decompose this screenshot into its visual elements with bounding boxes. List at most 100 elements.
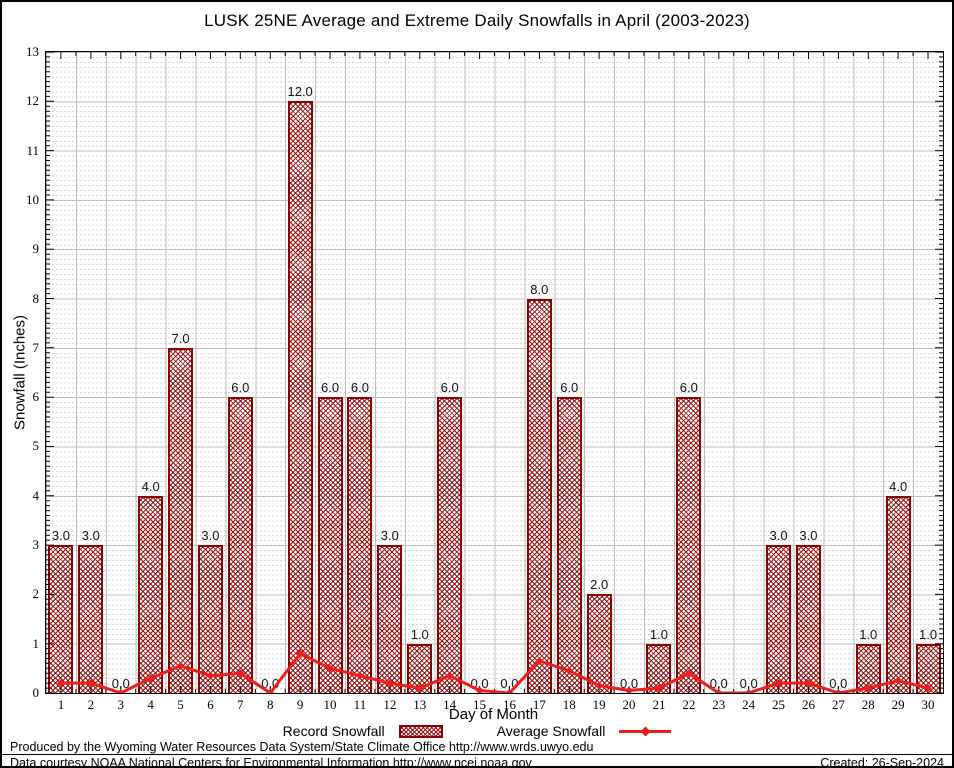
x-tick-label: 24 <box>742 697 756 712</box>
x-tick-label: 20 <box>622 697 636 712</box>
record-snowfall-bar <box>556 397 582 693</box>
y-tick-label: 7 <box>32 339 40 355</box>
footer-created-date: Created: 26-Sep-2024 <box>820 756 944 768</box>
x-tick-label: 17 <box>532 697 546 712</box>
x-tick-label: 13 <box>413 697 427 712</box>
bar-value-label: 3.0 <box>81 528 100 544</box>
record-snowfall-bar <box>795 545 821 693</box>
y-tick-label: 8 <box>32 290 40 306</box>
x-tick-label: 23 <box>712 697 726 712</box>
bar-value-label: 0.0 <box>739 676 758 691</box>
x-tick-label: 29 <box>891 697 905 712</box>
bar-value-label: 3.0 <box>799 528 818 544</box>
x-tick-label: 9 <box>296 697 304 712</box>
average-snowfall-line-layer <box>46 52 943 693</box>
bar-value-label: 8.0 <box>530 281 549 297</box>
legend-average-label: Average Snowfall <box>496 723 606 739</box>
x-tick-label: 15 <box>473 697 487 712</box>
legend-line-marker-icon <box>640 726 651 737</box>
bar-value-label: 0.0 <box>620 676 639 691</box>
record-snowfall-bar <box>646 643 672 693</box>
record-snowfall-bar <box>377 545 403 693</box>
bar-value-label: 1.0 <box>859 626 878 642</box>
bar-value-label: 2.0 <box>590 577 609 593</box>
x-tick-label: 3 <box>117 697 125 712</box>
y-tick-label: 2 <box>32 586 40 602</box>
bar-value-label: 4.0 <box>889 478 908 494</box>
y-tick-label: 13 <box>26 44 39 59</box>
record-snowfall-swatch-icon <box>398 724 443 738</box>
bar-value-label: 6.0 <box>350 380 369 396</box>
x-tick-label: 12 <box>383 697 397 712</box>
bar-value-label: 3.0 <box>51 528 70 544</box>
x-axis-label: Day of Month <box>448 706 539 723</box>
record-snowfall-bar <box>347 397 373 693</box>
x-tick-label: 21 <box>652 697 666 712</box>
record-snowfall-bar <box>676 397 702 693</box>
record-snowfall-bar <box>138 495 164 693</box>
x-tick-label: 16 <box>502 697 516 712</box>
y-tick-label: 10 <box>26 191 39 207</box>
footer-divider <box>2 754 952 755</box>
chart-legend: Record Snowfall Average Snowfall <box>2 723 952 739</box>
record-snowfall-bar <box>437 397 463 693</box>
record-snowfall-bar <box>407 643 433 693</box>
x-tick-label: 22 <box>682 697 696 712</box>
y-tick-label: 4 <box>32 487 40 503</box>
y-tick-label: 3 <box>32 537 40 553</box>
bar-value-label: 0.0 <box>111 676 130 691</box>
record-snowfall-bar <box>197 545 223 693</box>
axis-ticks <box>46 52 943 693</box>
bar-value-label: 6.0 <box>679 380 698 396</box>
bar-value-label: 6.0 <box>321 380 340 396</box>
bar-value-label: 3.0 <box>380 528 399 544</box>
x-tick-label: 11 <box>353 697 367 712</box>
y-tick-label: 5 <box>32 438 40 454</box>
x-tick-label: 27 <box>831 697 845 712</box>
chart-title: LUSK 25NE Average and Extreme Daily Snow… <box>204 11 750 30</box>
y-tick-label: 12 <box>26 93 39 109</box>
x-tick-label: 30 <box>921 697 935 712</box>
x-tick-label: 2 <box>87 697 95 712</box>
record-snowfall-bar <box>287 101 313 693</box>
x-tick-label: 5 <box>177 697 184 712</box>
bar-value-label: 1.0 <box>919 626 938 642</box>
x-tick-label: 14 <box>443 697 457 712</box>
x-tick-label: 8 <box>267 697 274 712</box>
x-tick-label: 1 <box>57 697 65 712</box>
x-tick-label: 28 <box>861 697 875 712</box>
x-tick-label: 4 <box>147 697 154 712</box>
average-snowfall-markers <box>56 649 933 693</box>
y-tick-label: 1 <box>32 635 40 651</box>
bar-value-label: 3.0 <box>201 528 220 544</box>
x-tick-label: 18 <box>562 697 576 712</box>
bar-value-label: 6.0 <box>440 380 459 396</box>
bar-value-label: 4.0 <box>141 478 160 494</box>
bar-value-label: 1.0 <box>410 626 429 642</box>
x-tick-label: 10 <box>323 697 337 712</box>
legend-record-label: Record Snowfall <box>282 723 385 739</box>
bar-value-label: 3.0 <box>769 528 788 544</box>
footer-data-courtesy: Data courtesy NOAA National Centers for … <box>10 756 532 768</box>
x-tick-label: 19 <box>592 697 606 712</box>
x-tick-label: 6 <box>207 697 214 712</box>
bar-value-label: 0.0 <box>709 676 728 691</box>
record-snowfall-bar <box>766 545 792 693</box>
record-snowfall-bar <box>227 397 253 693</box>
record-snowfall-bar <box>317 397 343 693</box>
x-tick-label: 25 <box>772 697 786 712</box>
y-tick-label: 11 <box>26 142 39 158</box>
y-tick-label: 6 <box>32 389 40 405</box>
record-snowfall-bar <box>168 347 194 693</box>
bar-value-label: 12.0 <box>287 84 313 100</box>
x-tick-label: 7 <box>237 697 244 712</box>
y-tick-label: 9 <box>32 241 40 257</box>
bar-value-label: 1.0 <box>649 626 668 642</box>
bar-value-label: 6.0 <box>560 380 579 396</box>
record-snowfall-bar <box>586 594 612 693</box>
record-snowfall-bar <box>855 643 881 693</box>
average-snowfall-swatch-icon <box>619 725 672 737</box>
record-snowfall-bar <box>78 545 104 693</box>
y-tick-label: 0 <box>32 685 40 700</box>
